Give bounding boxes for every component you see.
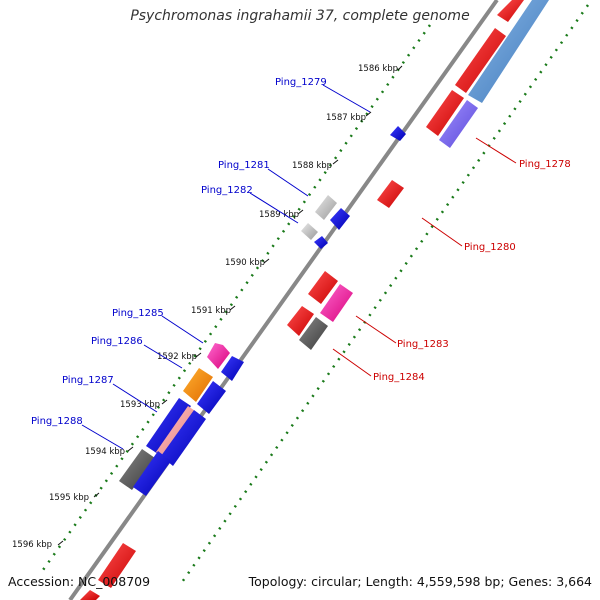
- gene-ping-1286-strand[interactable]: [197, 381, 226, 414]
- gene-ping-1279[interactable]: [390, 126, 406, 141]
- gene-ping-1283-red[interactable]: [308, 271, 338, 304]
- gene-ping-1282[interactable]: [301, 223, 318, 240]
- gene-ping-1278-steel[interactable]: [468, 0, 549, 103]
- gene-ping-1278-long[interactable]: [455, 28, 506, 93]
- gene-label-ping-1283[interactable]: Ping_1283: [397, 339, 449, 350]
- kbp-label: 1596 kbp: [12, 540, 52, 550]
- kbp-label: 1587 kbp: [326, 113, 366, 123]
- gene-bottom-red-2[interactable]: [80, 590, 100, 600]
- gene-label-ping-1282[interactable]: Ping_1282: [201, 185, 253, 196]
- gene-ping-1284-red[interactable]: [287, 306, 314, 336]
- gene-label-ping-1287[interactable]: Ping_1287: [62, 375, 114, 386]
- genome-backbone: [68, 0, 499, 600]
- gene-ping-1288-strand[interactable]: [133, 451, 171, 496]
- gene-labels-left: Ping_1279 Ping_1281 Ping_1282 Ping_1285 …: [31, 77, 327, 427]
- genes-inner: [119, 126, 406, 496]
- gene-labels-right: Ping_1278 Ping_1280 Ping_1283 Ping_1284: [373, 159, 571, 383]
- gene-label-ping-1288[interactable]: Ping_1288: [31, 416, 83, 427]
- genome-summary-text: Topology: circular; Length: 4,559,598 bp…: [248, 574, 592, 589]
- gene-label-ping-1280[interactable]: Ping_1280: [464, 242, 516, 253]
- map-title: Psychromonas ingrahamii 37, complete gen…: [130, 8, 470, 24]
- kbp-label: 1591 kbp: [191, 306, 231, 316]
- gene-ping-1281[interactable]: [315, 195, 337, 220]
- kbp-label: 1589 kbp: [259, 210, 299, 220]
- kbp-label: 1592 kbp: [157, 352, 197, 362]
- gene-label-ping-1285[interactable]: Ping_1285: [112, 308, 164, 319]
- gene-ping-1287[interactable]: [146, 398, 191, 454]
- kbp-label: 1586 kbp: [358, 64, 398, 74]
- label-leaders-right: [332, 137, 517, 377]
- gene-ping-1286[interactable]: [183, 368, 213, 402]
- gene-ping-1278-purple[interactable]: [439, 100, 478, 148]
- gene-ping-1284[interactable]: [299, 317, 328, 350]
- kbp-label: 1593 kbp: [120, 400, 160, 410]
- gene-ping-1280[interactable]: [377, 180, 404, 208]
- genes-outer: [80, 0, 549, 600]
- gene-ping-1281-strand[interactable]: [330, 208, 350, 230]
- kbp-label: 1594 kbp: [85, 447, 125, 457]
- gene-label-ping-1278[interactable]: Ping_1278: [519, 159, 571, 170]
- gene-ping-1287-strand[interactable]: [161, 410, 206, 466]
- gene-ping-1288[interactable]: [119, 449, 155, 490]
- gene-ping-1283[interactable]: [320, 284, 353, 322]
- gene-label-ping-1279[interactable]: Ping_1279: [275, 77, 327, 88]
- kbp-label: 1590 kbp: [225, 258, 265, 268]
- tick-track-inner: [41, 24, 432, 571]
- kbp-tick-marks: [57, 65, 403, 546]
- gene-ping-1278[interactable]: [426, 90, 464, 136]
- label-leaders-left: [81, 84, 371, 450]
- tick-track-outer: [178, 4, 590, 586]
- gene-ping-1285-strand[interactable]: [221, 356, 244, 381]
- gene-label-ping-1281[interactable]: Ping_1281: [218, 160, 270, 171]
- gene-label-ping-1286[interactable]: Ping_1286: [91, 336, 143, 347]
- accession-text: Accession: NC_008709: [8, 574, 151, 589]
- gene-ping-1285[interactable]: [207, 343, 230, 369]
- kbp-labels: 1586 kbp 1587 kbp 1588 kbp 1589 kbp 1590…: [12, 64, 398, 550]
- gene-label-ping-1284[interactable]: Ping_1284: [373, 372, 425, 383]
- gene-ping-1282-strand[interactable]: [314, 236, 328, 249]
- kbp-label: 1595 kbp: [49, 493, 89, 503]
- gene-ping-1278-top[interactable]: [497, 0, 524, 22]
- gene-bottom-red-1[interactable]: [98, 543, 136, 588]
- kbp-label: 1588 kbp: [292, 161, 332, 171]
